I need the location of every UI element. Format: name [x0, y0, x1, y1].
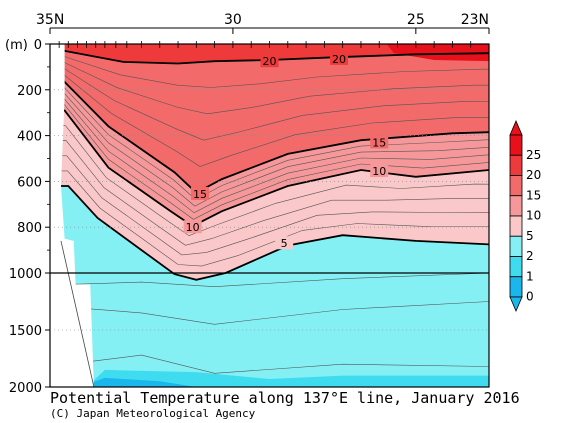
contour-line	[50, 103, 489, 220]
axes: 35N 30 25 23N (m) 0 200 400 600 800 1000 1500 2000	[5, 12, 490, 396]
chart-title: Potential Temperature along 137°E line, …	[50, 389, 520, 407]
band-20-25	[50, 44, 489, 64]
band-0-1	[79, 377, 197, 387]
contour-line	[50, 140, 489, 246]
contour-label-bg	[260, 54, 279, 68]
colorbar-tick-label: 20	[526, 168, 541, 182]
contour-label: 15	[193, 188, 207, 201]
contour-label-bg	[330, 51, 349, 65]
y-tick-label: 1500	[9, 324, 42, 339]
contour-line	[50, 97, 489, 214]
contour-label-bg	[275, 236, 294, 250]
colorbar-tick-label: 0	[526, 290, 534, 304]
contour-label-bg	[190, 186, 209, 200]
plot-area	[50, 44, 489, 387]
contour-label: 10	[372, 165, 386, 178]
colorbar-bin	[509, 235, 523, 257]
colorbar-bottom-arrow	[509, 296, 523, 313]
contour-label: 20	[332, 53, 346, 66]
contour-label: 10	[186, 221, 200, 234]
y-unit-label: (m)	[5, 38, 28, 53]
colorbar-tick-label: 10	[526, 209, 541, 223]
colorbar-tick-label: 2	[526, 249, 534, 263]
contour-line	[50, 155, 489, 256]
contour-label: 15	[372, 136, 386, 149]
colorbar-bin	[509, 215, 523, 237]
isotherm-20	[50, 49, 489, 65]
contour-line	[50, 125, 489, 237]
isotherm-15	[50, 77, 489, 194]
contour-line	[68, 301, 489, 325]
isotherm-10	[50, 109, 489, 228]
contour-labels: 20 20 15 15 10 10 5	[183, 51, 389, 250]
contour-label: 5	[281, 237, 288, 250]
colorbar-tick-label: 25	[526, 148, 541, 162]
contour-line	[50, 56, 489, 88]
contour-line	[50, 84, 489, 200]
contour-line	[68, 354, 489, 374]
colorbar-bin	[509, 276, 523, 298]
colorbar-bin	[509, 256, 523, 278]
x-tick-label: 35N	[36, 12, 64, 28]
credit-text: (C) Japan Meteorological Agency	[50, 407, 256, 420]
contour-line	[50, 170, 489, 267]
contour-line	[68, 272, 489, 288]
y-tick-label: 200	[17, 84, 42, 99]
y-tick-label: 400	[17, 130, 42, 145]
y-tick-label: 2000	[9, 381, 42, 396]
y-tick-label: 1000	[9, 267, 42, 282]
colorbar-tick-label: 1	[526, 269, 534, 283]
no-data-region	[50, 44, 94, 387]
y-tick-label: 0	[34, 38, 42, 53]
colorbar-tick-label: 5	[526, 229, 534, 243]
isotherm-5	[50, 185, 489, 281]
band-1-2	[86, 369, 489, 387]
contour-line	[50, 72, 489, 167]
x-tick-label: 30	[224, 12, 242, 28]
y-tick-label: 600	[17, 175, 42, 190]
colorbar-bin	[509, 175, 523, 197]
contour-label: 20	[263, 55, 277, 68]
x-tick-label: 25	[407, 12, 425, 28]
x-tick-label: 23N	[461, 12, 489, 28]
y-tick-label: 800	[17, 221, 42, 236]
contour-line	[50, 90, 489, 207]
contour-label-bg	[370, 164, 389, 178]
band-15-20	[50, 44, 489, 193]
seafloor-line	[60, 240, 95, 387]
contour-label-bg	[370, 135, 389, 149]
contour-label-bg	[183, 220, 202, 234]
contour-line	[50, 61, 489, 115]
colorbar-tick-label: 15	[526, 188, 541, 202]
colorbar-bin	[509, 154, 523, 176]
colorbar-bin	[509, 195, 523, 217]
band-25-30	[386, 44, 489, 62]
colorbar-bin	[509, 134, 523, 156]
